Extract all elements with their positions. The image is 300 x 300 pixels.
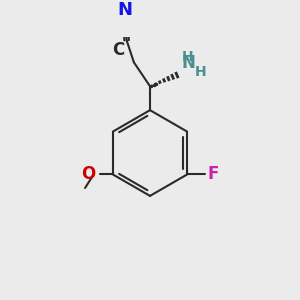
Text: H: H (195, 65, 207, 79)
Text: F: F (208, 166, 219, 184)
Text: O: O (82, 166, 96, 184)
Text: C: C (112, 41, 124, 59)
Text: H: H (182, 50, 194, 64)
Text: N: N (118, 1, 133, 19)
Text: N: N (182, 54, 196, 72)
